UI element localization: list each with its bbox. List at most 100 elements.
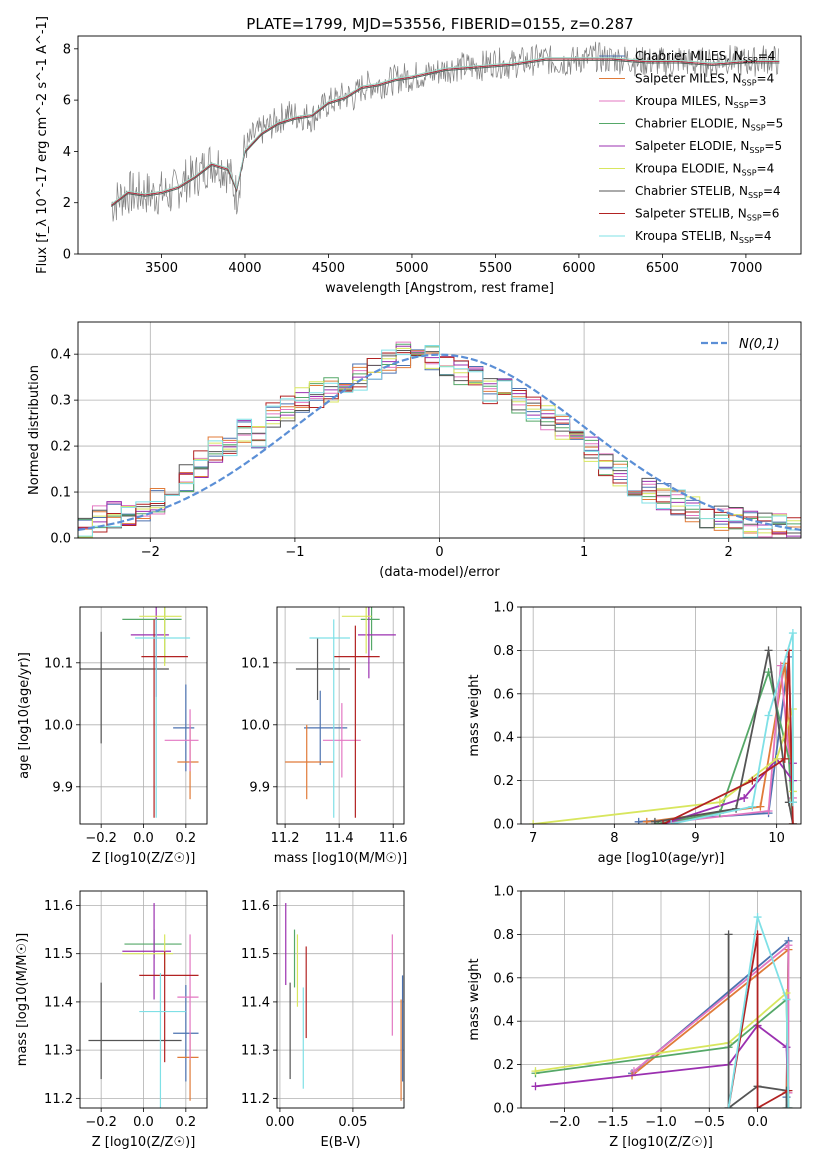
x-tick-label: 9 [691,831,699,846]
y-tick-label: 0.8 [493,644,514,659]
weight-marker [715,798,724,807]
y-tick-label: 0 [63,248,71,263]
normal-curve [78,353,801,532]
x-tick-label: 1 [580,545,588,560]
y-tick-label: 0.4 [493,1015,514,1030]
plot-mass-vs-Z: −0.2 0.0 0.2 11.2 11.3 11.4 11.5 11.6 Z [log10(Z… [15,890,208,1150]
y-tick-label: 10.0 [241,718,270,733]
weight-marker [788,798,797,807]
y-axis-label: mass [log10(M/M☉)] [15,933,30,1066]
weight-marker [629,1067,638,1076]
legend-label: Chabrier MILES, NSSP=4 [635,49,775,65]
weight-marker [531,1082,540,1091]
y-tick-label: 11.6 [44,899,73,914]
plot-area [78,341,801,538]
x-tick-label: 0.0 [133,1115,154,1130]
weight-series [654,665,794,824]
y-axis-label: Flux [f_λ 10^-17 erg cm^-2 s^-1 A^-1] [35,16,50,274]
axes-frame [77,321,802,539]
y-tick-label: 0.0 [50,532,71,547]
weight-series [654,668,794,824]
x-tick-label: 2 [725,545,733,560]
legend-label: Chabrier STELIB, NSSP=4 [635,184,781,200]
x-axis-label: (data-model)/error [379,565,500,580]
x-tick-label: 0.0 [747,1115,768,1130]
y-tick-label: 0.3 [50,394,71,409]
plot-residuals: −2 −1 0 1 2 0.0 0.1 0.2 0.3 0.4 (data-model)/error… [27,321,802,580]
y-tick-label: 11.4 [44,995,73,1010]
y-tick-label: 0.4 [493,731,514,746]
y-tick-label: 0.0 [493,1102,514,1117]
model-line [111,58,780,206]
y-axis-label: age [log10(age/yr)] [17,652,32,779]
x-axis-label: Z [log10(Z/Z☉)] [92,851,196,866]
weight-marker [753,1104,762,1108]
weight-marker [764,806,773,815]
weight-marker [788,820,797,824]
plot-age-vs-mass: 11.2 11.4 11.6 9.9 10.0 10.1 mass [log10(M/M☉)… [241,606,408,866]
y-tick-label: 11.5 [44,947,73,962]
weight-marker [748,776,757,785]
y-tick-label: 0.6 [493,687,514,702]
y-tick-label: 0.8 [493,928,514,943]
weight-series [727,916,790,1108]
x-tick-label: −1.0 [645,1115,677,1130]
weight-marker [780,754,789,763]
weight-marker [764,711,773,720]
plot-area [80,607,199,818]
y-tick-label: 0.2 [50,440,71,455]
weight-series [535,1024,790,1108]
y-tick-label: 11.5 [241,947,270,962]
y-tick-label: 10.1 [44,656,73,671]
x-tick-label: 5500 [479,261,512,276]
legend-label: Kroupa MILES, NSSP=3 [635,94,766,110]
x-tick-label: 0.00 [265,1115,294,1130]
axes-frame [79,606,208,825]
x-axis-label: E(B-V) [320,1135,360,1150]
weight-marker [782,995,791,1004]
x-tick-label: 5000 [395,261,428,276]
legend-label: Kroupa ELODIE, NSSP=4 [635,162,774,178]
plot-area [531,913,793,1108]
y-tick-label: 11.3 [44,1044,73,1059]
y-tick-label: 4 [63,145,71,160]
plot-area [88,903,199,1108]
y-tick-label: 9.9 [52,780,73,795]
weight-marker [667,820,676,824]
y-tick-label: 11.3 [241,1044,270,1059]
legend-label: Kroupa STELIB, NSSP=4 [635,229,772,245]
x-tick-label: 0 [435,545,443,560]
plot-age-vs-Z: −0.2 0.0 0.2 9.9 10.0 10.1 Z [log10(Z/Z☉)] age … [17,606,208,866]
weight-marker [788,629,797,638]
legend-label: N(0,1) [739,337,780,352]
y-tick-label: 1.0 [493,885,514,900]
weight-marker [740,793,749,802]
x-tick-label: −2.0 [549,1115,581,1130]
axes-frame [79,890,208,1109]
x-tick-label: 8 [610,831,618,846]
y-tick-label: 8 [63,42,71,57]
x-tick-label: 11.6 [379,831,408,846]
plot-mass-vs-ebv: 0.00 0.05 11.2 11.3 11.4 11.5 11.6 E(B-V) [241,890,405,1150]
weight-marker [531,1067,540,1076]
axes-frame [77,35,802,255]
x-tick-label: 6500 [646,261,679,276]
x-tick-label: 3500 [145,261,178,276]
x-tick-label: 0.2 [175,1115,196,1130]
y-axis-label: mass weight [467,958,482,1040]
plot-weight-vs-Z: −2.0 −1.5 −1.0 −0.5 0.0 0.0 0.2 0.4 0.6 0.8 1.0 Z [… [467,885,802,1150]
weight-marker [642,817,651,824]
y-tick-label: 11.6 [241,899,270,914]
weight-marker [724,930,733,939]
x-tick-label: 7000 [729,261,762,276]
model-line [111,59,780,207]
legend-label: Salpeter STELIB, NSSP=6 [635,207,779,223]
plots: 3500 4000 4500 5000 5500 6000 6500 7000 0 2 4 6 8 wav… [15,16,802,1150]
y-tick-label: 6 [63,94,71,109]
y-tick-label: 0.4 [50,348,71,363]
legend-label: Chabrier ELODIE, NSSP=5 [635,117,783,133]
axes-frame [276,890,405,1109]
x-tick-label: 6000 [562,261,595,276]
x-axis-label: Z [log10(Z/Z☉)] [92,1135,196,1150]
